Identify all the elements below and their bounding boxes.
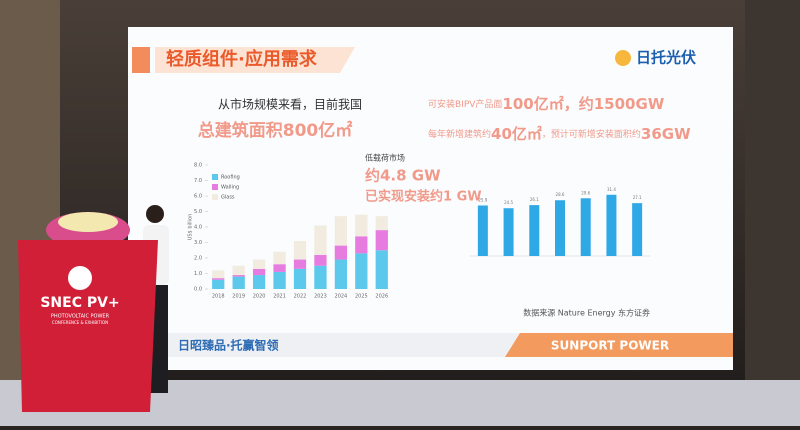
x-tick-label: 2018 [212, 294, 225, 300]
y-tick-label: 2.0 [194, 256, 202, 262]
bar-segment [375, 216, 388, 231]
legend-swatch [212, 174, 218, 180]
y-tick-label: 6.0 [194, 194, 202, 200]
bar-segment [355, 214, 368, 237]
highlight: 总建筑面积800亿㎡ [198, 120, 353, 141]
value-label: 25.9 [478, 197, 487, 202]
text-part: 每年新增建筑约 [428, 128, 491, 140]
bar [555, 200, 565, 256]
legend-label: Walling [221, 185, 239, 191]
bar [632, 203, 643, 256]
intro: 从市场规模来看，目前我国 [218, 97, 362, 112]
slide-title: 轻质组件·应用需求 [166, 48, 318, 70]
annotation: 约4.8 GW [365, 167, 441, 185]
bar [477, 205, 488, 256]
bar-segment [314, 225, 327, 255]
bar-segment [293, 240, 307, 260]
legend-swatch [212, 184, 218, 190]
bar-segment [334, 259, 348, 289]
new-build-line: 每年新增建筑约40亿㎡，预计可新增安装面积约36GW [428, 125, 691, 143]
value-label: 24.5 [504, 200, 513, 205]
annotation: 低载荷市场 [365, 153, 405, 163]
speaker-head [146, 205, 164, 223]
bar-segment [232, 265, 245, 276]
title-accent [132, 47, 150, 73]
text-part: 36GW [641, 125, 691, 143]
value-label: 31.4 [607, 187, 616, 192]
y-tick-label: 7.0 [194, 178, 202, 184]
led-screen [128, 27, 733, 370]
bipv-line: 可安装BIPV产品面100亿㎡，约1500GW [428, 95, 665, 113]
legend-label: Roofing [221, 175, 240, 181]
footer-right: SUNPORT POWER [551, 339, 669, 353]
bar [503, 208, 514, 256]
x-tick-label: 2021 [273, 294, 286, 300]
flowers-top [58, 212, 118, 232]
bar-segment [252, 268, 266, 276]
wall-right [745, 0, 800, 426]
bar-segment [355, 253, 368, 289]
text-part: 40亿㎡ [491, 125, 542, 143]
footer-ribbon [505, 333, 733, 357]
y-tick-label: 4.0 [194, 225, 202, 231]
text-part: 可安装BIPV产品面 [428, 98, 502, 110]
bar-segment [273, 251, 286, 265]
bar-segment [375, 250, 388, 289]
bar-segment [314, 265, 327, 289]
bar-segment [232, 276, 245, 289]
bar-segment [375, 230, 388, 251]
bar-segment [273, 271, 286, 289]
bar-segment [273, 264, 286, 272]
logo-text: 日托光伏 [636, 49, 696, 67]
bar-segment [212, 278, 225, 280]
podium-line: CONFERENCE & EXHIBITION [52, 320, 108, 325]
x-tick-label: 2023 [314, 294, 327, 300]
y-tick-label: 1.0 [194, 271, 202, 277]
text-part: 100亿㎡ [502, 95, 563, 113]
text-part: ，约1500GW [564, 95, 665, 113]
podium-brand: SNEC PV+ [40, 295, 119, 311]
y-tick-label: 0.0 [194, 287, 202, 293]
logo-sun [615, 50, 631, 66]
y-tick-label: 8.0 [194, 163, 202, 169]
bar-segment [232, 275, 245, 277]
bar-segment [252, 275, 266, 289]
x-tick-label: 2026 [375, 294, 388, 300]
legend-swatch [212, 194, 218, 200]
podium [18, 240, 158, 412]
bar-segment [314, 254, 327, 266]
x-tick-label: 2024 [335, 294, 348, 300]
annotation: 已实现安装约1 GW [365, 189, 482, 205]
x-tick-label: 2019 [232, 294, 245, 300]
y-tick-label: 5.0 [194, 209, 202, 215]
bar-segment [334, 216, 348, 246]
bar-segment [334, 245, 348, 260]
x-tick-label: 2020 [253, 294, 266, 300]
bar [606, 194, 617, 256]
podium-line: PHOTOVOLTAIC POWER [51, 314, 110, 320]
bar-segment [293, 268, 307, 289]
bar [529, 205, 540, 256]
bar-segment [212, 279, 225, 289]
x-tick-label: 2025 [355, 294, 368, 300]
value-label: 27.1 [633, 195, 642, 200]
bar [580, 198, 591, 256]
text-part: ，预计可新增安装面积约 [542, 128, 641, 140]
y-axis-label: US$ billion [188, 214, 194, 241]
footer-left: 日昭臻品·托赢智领 [178, 338, 279, 353]
bar-segment [293, 259, 307, 269]
title-banner [155, 47, 355, 73]
legend-label: Glass [221, 195, 235, 201]
value-label: 26.1 [530, 197, 539, 202]
podium-logo [68, 266, 92, 290]
y-tick-label: 3.0 [194, 240, 202, 246]
x-tick-label: 2022 [294, 294, 307, 300]
source: 数据来源 Nature Energy 东方证券 [523, 308, 650, 318]
value-label: 28.6 [556, 192, 565, 197]
bar-segment [355, 236, 368, 254]
value-label: 29.6 [581, 190, 590, 195]
bar-segment [252, 259, 266, 269]
bar-segment [212, 270, 225, 279]
